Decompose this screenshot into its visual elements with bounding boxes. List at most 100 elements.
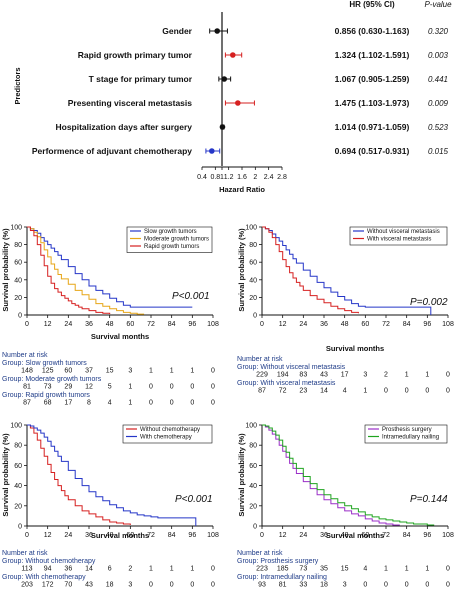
km-x-tick-label: 60 <box>361 532 369 539</box>
risk-value: 0 <box>190 400 194 407</box>
risk-value: 36 <box>64 566 72 573</box>
km-y-tick-label: 20 <box>249 295 257 302</box>
forest-x-tick-label: 1.6 <box>237 174 247 181</box>
km-y-tick-label: 60 <box>249 463 257 470</box>
risk-value: 60 <box>64 368 72 375</box>
risk-value: 73 <box>44 384 52 391</box>
risk-group-label: Group: With visceral metastasis <box>237 380 336 387</box>
risk-value: 1 <box>170 566 174 573</box>
km-y-label: Survival probability (%) <box>237 433 246 517</box>
km-x-tick-label: 72 <box>147 321 155 328</box>
km-x-tick-label: 72 <box>147 532 155 539</box>
risk-value: 1 <box>128 384 132 391</box>
risk-value: 0 <box>211 566 215 573</box>
p-value-label: P=0.144 <box>410 494 448 505</box>
km-curve-2 <box>262 226 359 314</box>
risk-value: 3 <box>128 368 132 375</box>
km-curve-3 <box>27 226 111 315</box>
legend-label: Without chemotherapy <box>140 427 200 433</box>
risk-value: 4 <box>108 400 112 407</box>
risk-value: 14 <box>85 566 93 573</box>
risk-value: 87 <box>258 388 266 395</box>
km-y-tick-label: 80 <box>249 443 257 450</box>
risk-value: 0 <box>190 384 194 391</box>
risk-value: 6 <box>108 566 112 573</box>
risk-value: 12 <box>85 384 93 391</box>
risk-value: 125 <box>42 368 54 375</box>
risk-value: 17 <box>64 400 72 407</box>
predictor-label: Hospitalization days after surgery <box>55 122 192 132</box>
km-x-tick-label: 84 <box>403 321 411 328</box>
hr-point <box>221 76 228 82</box>
hr-value: 0.694 (0.517-0.931) <box>335 146 410 156</box>
km-x-tick-label: 24 <box>64 321 72 328</box>
risk-value: 29 <box>64 384 72 391</box>
risk-value: 33 <box>299 582 307 589</box>
risk-value: 0 <box>384 388 388 395</box>
risk-value: 1 <box>405 566 409 573</box>
hr-point <box>230 52 236 58</box>
risk-value: 0 <box>425 388 429 395</box>
km-x-tick-label: 24 <box>64 532 72 539</box>
risk-value: 1 <box>170 368 174 375</box>
risk-value: 148 <box>21 368 33 375</box>
risk-value: 1 <box>190 368 194 375</box>
km-y-tick-label: 80 <box>14 242 22 249</box>
risk-value: 0 <box>425 582 429 589</box>
km-x-tick-label: 96 <box>188 321 196 328</box>
forest-x-tick-label: 2.8 <box>277 174 287 181</box>
km-x-tick-label: 24 <box>299 532 307 539</box>
km-y-tick-label: 100 <box>245 225 257 232</box>
km-y-tick-label: 0 <box>18 313 22 320</box>
km-curve-1 <box>262 424 400 526</box>
km-curve-1 <box>262 226 432 315</box>
km-x-tick-label: 60 <box>361 321 369 328</box>
risk-value: 172 <box>42 582 54 589</box>
risk-value: 35 <box>320 566 328 573</box>
km-legend: Slow growth tumors Moderate growth tumors… <box>126 226 213 253</box>
risk-title: Number at risk <box>2 352 48 359</box>
km-y-tick-label: 60 <box>14 463 22 470</box>
forest-x-tick-label: 1 <box>220 174 224 181</box>
km-x-tick-label: 12 <box>44 321 52 328</box>
km-curve-2 <box>27 226 145 315</box>
km-curve-2 <box>27 424 197 526</box>
risk-value: 1 <box>425 372 429 379</box>
hr-value: 1.014 (0.971-1.059) <box>335 122 410 132</box>
risk-value: 0 <box>170 384 174 391</box>
forest-x-tick-label: 2 <box>253 174 257 181</box>
p-value: 0.441 <box>428 75 448 84</box>
km-legend: Without visceral metastasis With visceral… <box>349 226 448 246</box>
predictor-label: Gender <box>162 26 192 36</box>
predictor-label: Rapid growth primary tumor <box>78 50 193 60</box>
hr-value: 1.067 (0.905-1.259) <box>335 74 410 84</box>
risk-value: 0 <box>190 582 194 589</box>
km-y-label: Survival probability (%) <box>237 228 246 312</box>
p-value: 0.320 <box>428 27 449 36</box>
risk-value: 4 <box>363 566 367 573</box>
risk-value: 1 <box>425 566 429 573</box>
risk-value: 0 <box>446 582 450 589</box>
risk-value: 70 <box>64 582 72 589</box>
km-y-tick-label: 60 <box>14 260 22 267</box>
forest-x-tick-label: 0.4 <box>197 174 207 181</box>
km-x-tick-label: 108 <box>207 532 219 539</box>
km-x-tick-label: 84 <box>168 532 176 539</box>
risk-value: 229 <box>256 372 268 379</box>
km-x-tick-label: 36 <box>85 321 93 328</box>
risk-value: 113 <box>21 566 32 573</box>
km-x-tick-label: 84 <box>168 321 176 328</box>
risk-value: 0 <box>149 400 153 407</box>
forest-x-tick-label: 1.2 <box>224 174 234 181</box>
risk-value: 8 <box>87 400 91 407</box>
risk-value: 0 <box>170 582 174 589</box>
legend-box <box>349 226 448 246</box>
p-value-label: P<0.001 <box>175 494 213 505</box>
risk-value: 0 <box>211 400 215 407</box>
km-x-tick-label: 0 <box>25 321 29 328</box>
risk-value: 1 <box>405 372 409 379</box>
